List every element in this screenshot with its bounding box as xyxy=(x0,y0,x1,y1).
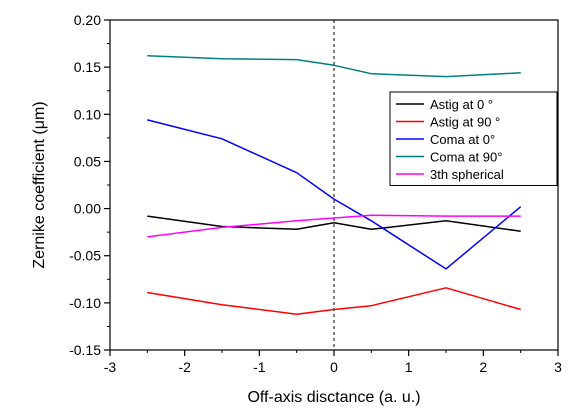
x-axis-label: Off-axis disctance (a. u.) xyxy=(247,389,420,406)
legend: Astig at 0 ° Astig at 90 ° Coma at 0° Coma … xyxy=(389,91,558,186)
y-tick-label: 0.05 xyxy=(74,153,101,169)
x-tick-label: -1 xyxy=(253,359,266,375)
axis-ticks: -3 -2 -1 0 1 2 3 -0.15 -0.10 -0.05 0.00 0.05 0.10 0.1… xyxy=(69,12,562,375)
y-tick-label: -0.10 xyxy=(69,295,101,311)
y-tick-label: 0.00 xyxy=(74,201,101,217)
y-tick-label: 0.20 xyxy=(74,12,101,28)
legend-entry-label: Astig at 0 ° xyxy=(430,97,493,112)
series-line xyxy=(147,215,521,232)
x-tick-label: -2 xyxy=(178,359,191,375)
x-tick-label: 0 xyxy=(330,359,338,375)
x-tick-label: 2 xyxy=(479,359,487,375)
series-line xyxy=(147,287,521,315)
series-line xyxy=(147,119,522,270)
series-lines xyxy=(147,55,522,315)
x-tick-label: -3 xyxy=(104,359,117,375)
legend-box xyxy=(389,91,558,186)
x-tick-label: 3 xyxy=(554,359,562,375)
legend-entry-label: Astig at 90 ° xyxy=(430,115,500,130)
y-tick-label: -0.05 xyxy=(69,248,101,264)
y-tick-label: 0.10 xyxy=(74,106,101,122)
y-axis-label: Zernike coefficient (μm) xyxy=(31,101,48,268)
legend-entry-label: Coma at 90° xyxy=(430,150,502,165)
x-tick-label: 1 xyxy=(405,359,413,375)
legend-entry-label: Coma at 0° xyxy=(430,132,495,147)
legend-entry-label: 3th spherical xyxy=(430,167,504,182)
series-line xyxy=(147,55,521,78)
y-tick-label: 0.15 xyxy=(74,59,101,75)
series-line xyxy=(147,214,521,238)
y-tick-label: -0.15 xyxy=(69,342,101,358)
